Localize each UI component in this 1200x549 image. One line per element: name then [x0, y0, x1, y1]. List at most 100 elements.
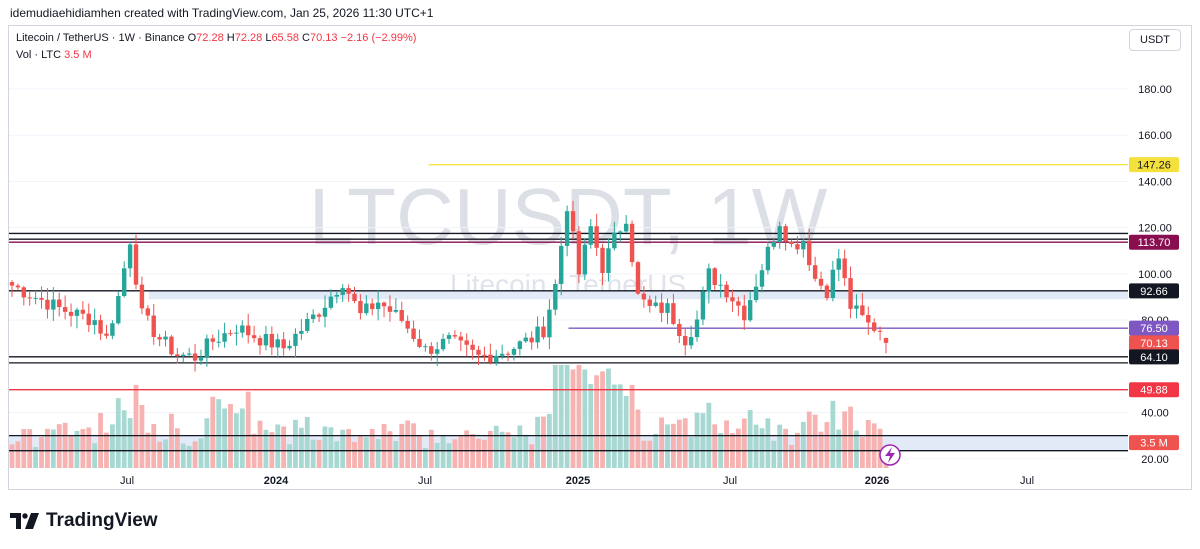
volume-bar: [647, 440, 653, 468]
volume-bar: [594, 375, 600, 468]
candle-body: [80, 309, 86, 314]
volume-bar: [747, 410, 753, 468]
lightning-icon[interactable]: [879, 444, 901, 466]
candle-body: [287, 345, 292, 349]
candle-body: [234, 332, 239, 334]
y-tick-label: 20.00: [1141, 454, 1169, 466]
volume-bar: [517, 425, 523, 468]
candle-body: [305, 318, 310, 331]
candle-body: [736, 301, 741, 306]
candle-body: [588, 226, 593, 245]
close-label: C: [302, 32, 310, 44]
y-tick-label: 100.00: [1138, 269, 1172, 281]
volume-bar: [322, 426, 328, 468]
candle-body: [759, 270, 765, 287]
candle-body: [240, 325, 245, 333]
candle-body: [564, 211, 570, 246]
candle-body: [706, 268, 712, 292]
change-value: −2.16 (−2.99%): [340, 32, 417, 44]
volume-bar: [623, 395, 629, 468]
candle-body: [771, 241, 776, 247]
candle-body: [45, 299, 50, 310]
volume-bar: [216, 399, 222, 468]
candle-body: [310, 314, 316, 319]
volume-bar: [74, 430, 80, 468]
price-label: 64.10: [1140, 352, 1168, 364]
candle-body: [742, 305, 747, 321]
volume-bar: [263, 429, 269, 468]
candle-body: [328, 296, 334, 308]
volume-bar: [458, 435, 464, 468]
volume-bar: [180, 443, 186, 468]
volume-bar: [363, 437, 369, 468]
currency-button[interactable]: USDT: [1129, 29, 1181, 51]
volume-bar: [482, 439, 487, 468]
volume-bar: [759, 428, 765, 468]
volume-bar: [422, 447, 428, 468]
candle-body: [393, 309, 399, 312]
volume-bar: [328, 427, 334, 468]
volume-bar: [245, 391, 251, 468]
candle-body: [553, 284, 558, 310]
candle-body: [476, 349, 481, 355]
volume-bar: [582, 369, 588, 468]
candle-body: [505, 353, 511, 355]
candle-body: [529, 337, 534, 343]
volume-bar: [56, 424, 62, 468]
price-label: 70.13: [1140, 338, 1168, 350]
volume-bar: [304, 417, 310, 468]
x-tick-label: Jul: [1020, 475, 1034, 487]
candle-body: [440, 338, 446, 350]
volume-bar: [682, 418, 688, 468]
candle-body: [647, 299, 652, 306]
volume-bar: [440, 435, 446, 468]
volume-bars: [9, 365, 889, 468]
candle-body: [21, 287, 27, 298]
candle-body: [411, 328, 416, 339]
high-label: H: [226, 32, 235, 44]
volume-bar: [127, 418, 133, 468]
candle-body: [68, 311, 74, 316]
candle-body: [157, 337, 162, 340]
candle-body: [181, 354, 186, 357]
volume-bar: [39, 436, 44, 468]
candle-body: [281, 339, 286, 349]
low-label: L: [265, 32, 272, 44]
candle-body: [62, 307, 68, 312]
volume-bar: [848, 406, 853, 468]
volume-bar: [281, 426, 287, 468]
price-label-bg: [1129, 320, 1179, 336]
volume-bar: [641, 440, 647, 468]
volume-bar: [157, 441, 163, 468]
candle-body: [854, 305, 859, 309]
candle-body: [877, 330, 883, 332]
candle-body: [842, 258, 847, 279]
symbol-info[interactable]: Litecoin / TetherUS · 1W · Binance: [16, 32, 185, 44]
volume-bar: [340, 429, 346, 468]
candle-body: [629, 223, 635, 263]
candle-body: [33, 297, 38, 299]
candle-body: [535, 326, 540, 343]
volume-bar: [92, 443, 98, 468]
candle-body: [653, 302, 658, 306]
candle-body: [665, 303, 670, 313]
candle-body: [257, 338, 263, 346]
volume-bar: [86, 427, 92, 468]
volume-bar: [405, 420, 411, 468]
volume-bar: [257, 420, 263, 468]
volume-bar: [151, 424, 157, 468]
candle-body: [812, 265, 818, 279]
y-tick-label: 40.00: [1141, 408, 1169, 420]
volume-value: 3.5 M: [64, 49, 92, 61]
candle-body: [860, 305, 865, 316]
volume-bar: [210, 396, 216, 468]
volume-bar: [865, 420, 871, 468]
candle-body: [9, 282, 15, 286]
tradingview-brand: TradingView: [10, 510, 158, 532]
candle-body: [470, 344, 475, 350]
candle-body: [807, 240, 812, 266]
candle-body: [446, 335, 452, 339]
candle-body: [559, 245, 564, 285]
candle-body: [836, 258, 841, 270]
